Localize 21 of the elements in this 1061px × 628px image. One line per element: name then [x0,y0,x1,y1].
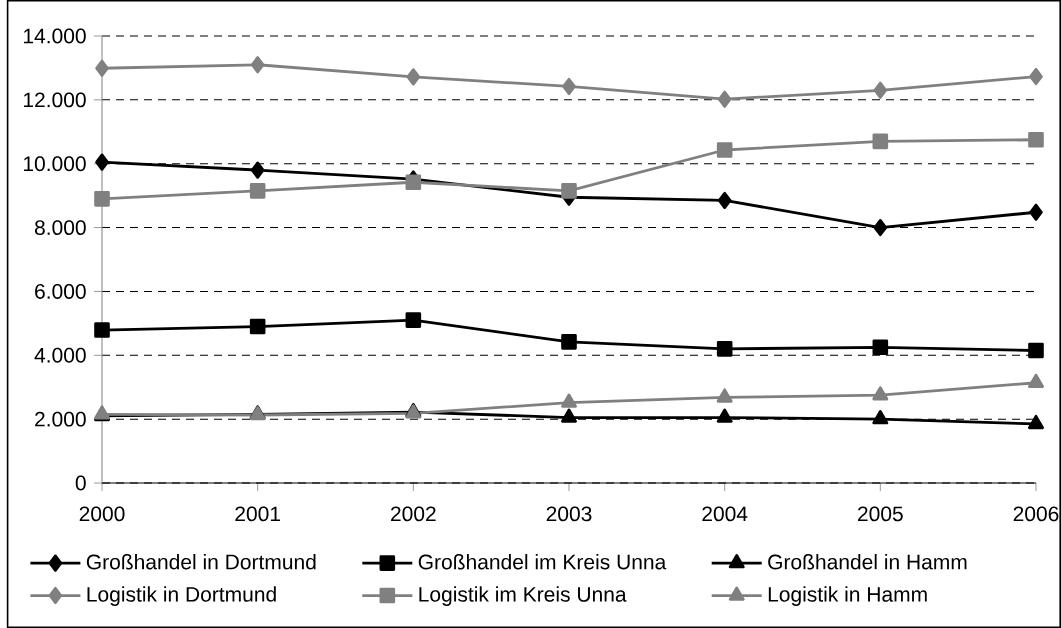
y-tick-label: 8.000 [34,220,86,236]
legend-label: Großhandel in Hamm [768,553,967,570]
y-tick-label: 6.000 [35,284,86,299]
y-tick-label: 2.000 [35,411,86,427]
legend-label: Großhandel in Dortmund [86,553,316,570]
x-tick-label: 2002 [391,506,436,522]
legend-label: Logistik im Kreis Unna [419,586,627,606]
x-tick-label: 2004 [702,506,748,522]
y-tick-label: 14.000 [23,28,86,44]
x-tick-label: 2006 [1013,506,1059,522]
y-tick-label: 10.000 [23,156,86,172]
x-tick-label: 2000 [79,506,125,522]
y-tick-label: 0 [75,475,86,491]
legend-label: Logistik in Hamm [768,586,927,606]
legend-label: Logistik in Dortmund [87,586,276,606]
y-tick-label: 4.000 [34,347,86,363]
y-tick-label: 12.000 [23,92,86,108]
x-tick-label: 2003 [546,506,592,522]
legend-label: Großhandel im Kreis Unna [418,553,667,570]
x-tick-label: 2005 [858,506,903,522]
x-tick-label: 2001 [235,506,280,522]
